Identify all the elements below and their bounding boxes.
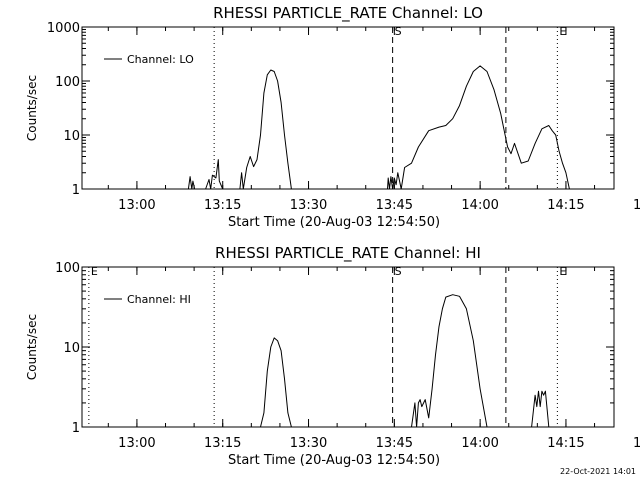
x-tick-label: 13:45 bbox=[376, 436, 413, 451]
chart-title: RHESSI PARTICLE_RATE Channel: HI bbox=[215, 244, 481, 263]
plot-frame bbox=[81, 26, 615, 190]
x-tick-label: 14:30 bbox=[633, 198, 640, 213]
x-tick-label: 13:15 bbox=[204, 436, 241, 451]
x-tick-label: 14:15 bbox=[547, 436, 584, 451]
series-line bbox=[239, 294, 584, 428]
x-tick-label: 14:00 bbox=[461, 198, 498, 213]
y-tick-label: 1 bbox=[72, 421, 80, 436]
series-line bbox=[187, 65, 584, 190]
y-tick-label: 100 bbox=[55, 75, 80, 90]
y-tick-label: 1 bbox=[72, 183, 80, 198]
chart-hi: RHESSI PARTICLE_RATE Channel: HI E S E 13:00… bbox=[25, 244, 640, 468]
marker-label: S bbox=[395, 265, 402, 278]
x-tick-label: 13:15 bbox=[204, 198, 241, 213]
x-tick-label: 13:30 bbox=[290, 436, 327, 451]
marker-label: E bbox=[91, 265, 98, 278]
chart-lo: RHESSI PARTICLE_RATE Channel: LO S E 13:00 1… bbox=[25, 4, 640, 230]
x-axis-label: Start Time (20-Aug-03 12:54:50) bbox=[228, 215, 440, 230]
y-tick-label: 1000 bbox=[47, 21, 80, 36]
x-tick-label: 14:30 bbox=[633, 436, 640, 451]
y-tick-label: 100 bbox=[55, 261, 80, 276]
marker-label: S bbox=[395, 25, 402, 38]
x-tick-label: 13:45 bbox=[376, 198, 413, 213]
y-axis-label: Counts/sec bbox=[25, 75, 39, 141]
chart-title: RHESSI PARTICLE_RATE Channel: LO bbox=[213, 4, 483, 23]
y-tick-label: 10 bbox=[63, 341, 80, 356]
y-tick-label: 10 bbox=[63, 129, 80, 144]
x-tick-label: 13:30 bbox=[290, 198, 327, 213]
legend-label: Channel: LO bbox=[127, 53, 194, 66]
marker-label: E bbox=[559, 265, 566, 278]
legend-label: Channel: HI bbox=[127, 293, 191, 306]
x-tick-label: 14:00 bbox=[461, 436, 498, 451]
x-tick-label: 13:00 bbox=[118, 198, 155, 213]
marker-label: E bbox=[559, 25, 566, 38]
y-axis-label: Counts/sec bbox=[25, 314, 39, 380]
x-tick-label: 13:00 bbox=[118, 436, 155, 451]
x-axis-label: Start Time (20-Aug-03 12:54:50) bbox=[228, 453, 440, 468]
x-tick-label: 14:15 bbox=[547, 198, 584, 213]
footer-date: 22-Oct-2021 14:01 bbox=[560, 467, 636, 476]
